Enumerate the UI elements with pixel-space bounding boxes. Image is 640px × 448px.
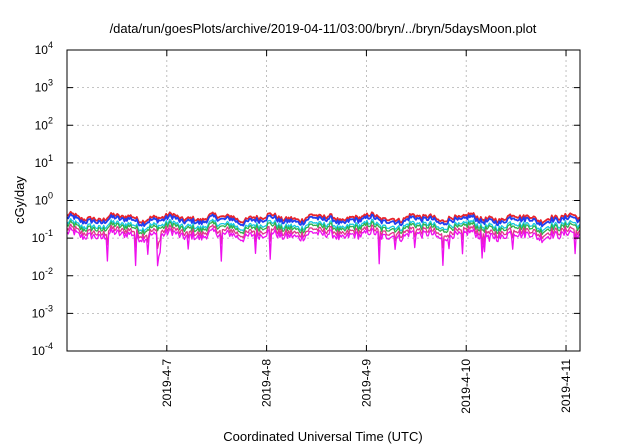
series-line <box>66 226 581 267</box>
x-tick-label: 2019-4-10 <box>459 359 473 414</box>
grid <box>67 50 580 351</box>
y-tick-label: 10-1 <box>32 228 53 245</box>
y-tick-label: 10-4 <box>32 341 53 358</box>
x-tick-label: 2019-4-7 <box>160 359 174 407</box>
series-layer <box>66 210 581 267</box>
y-tick-label: 101 <box>35 153 53 170</box>
x-tick-label: 2019-4-9 <box>359 359 373 407</box>
y-tick-label: 10-2 <box>32 266 53 283</box>
x-tick-label: 2019-4-8 <box>260 359 274 407</box>
series-line <box>66 218 581 233</box>
y-axis-label: cGy/day <box>12 176 27 224</box>
x-tick-label: 2019-4-11 <box>559 359 573 413</box>
series-line <box>66 220 581 236</box>
series-line <box>66 210 581 225</box>
series-line <box>66 213 581 228</box>
y-tick-label: 10-3 <box>32 303 53 320</box>
chart-title: /data/run/goesPlots/archive/2019-04-11/0… <box>110 21 537 36</box>
y-tick-label: 102 <box>35 115 53 132</box>
y-tick-label: 103 <box>35 78 53 95</box>
x-axis-label: Coordinated Universal Time (UTC) <box>223 429 422 444</box>
series-line <box>66 223 581 250</box>
ticks: 10-4 10-3 10-2 10-1 100 101 102 103 104 2019-4-7 2… <box>32 40 580 414</box>
y-tick-label: 100 <box>35 191 53 208</box>
y-tick-label: 104 <box>35 40 53 57</box>
